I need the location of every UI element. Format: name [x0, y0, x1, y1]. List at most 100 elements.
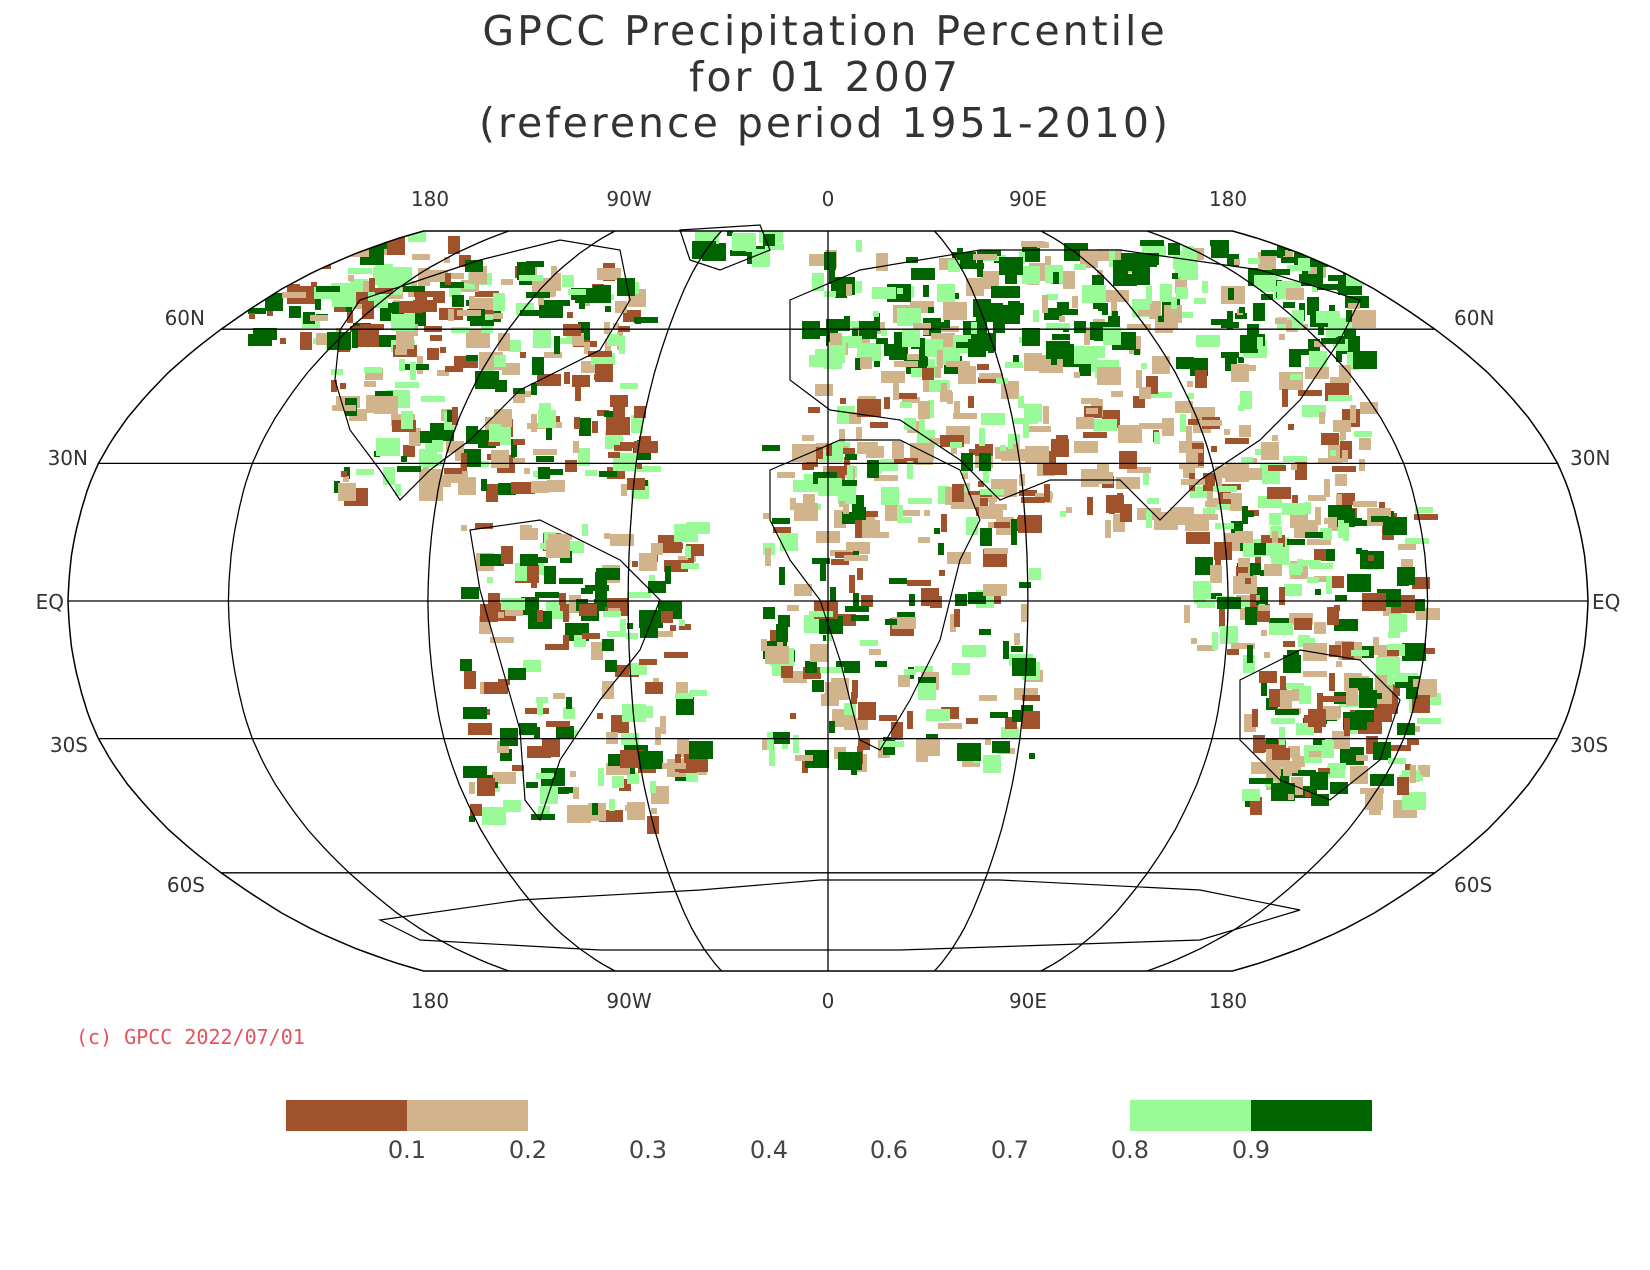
anomaly-cell [1270, 546, 1276, 558]
anomaly-cell [1060, 511, 1066, 517]
anomaly-cell [1272, 531, 1278, 543]
anomaly-cell [1350, 518, 1362, 524]
anomaly-cell [981, 413, 1005, 425]
anomaly-cell [1112, 311, 1118, 317]
anomaly-cell [535, 592, 559, 598]
anomaly-cell [566, 697, 572, 709]
anomaly-cell [1356, 548, 1362, 554]
anomaly-cell [607, 631, 625, 637]
anomaly-cell [1182, 246, 1194, 252]
anomaly-cell [679, 767, 697, 773]
anomaly-cell [921, 588, 939, 606]
anomaly-cell [1405, 538, 1429, 544]
anomaly-cell [1003, 641, 1009, 659]
anomaly-cell [1356, 755, 1368, 761]
anomaly-cell [957, 743, 981, 761]
anomaly-cell [955, 594, 967, 606]
anomaly-cell [977, 322, 983, 328]
anomaly-cell [916, 738, 940, 756]
anomaly-cell [610, 395, 628, 407]
anomaly-cell [968, 339, 986, 357]
anomaly-cell [531, 576, 537, 588]
anomaly-cell [1239, 425, 1251, 437]
anomaly-cell [978, 481, 984, 487]
anomaly-cell [860, 507, 866, 525]
anomaly-cell [1207, 486, 1213, 504]
anomaly-cell [610, 534, 634, 546]
anomaly-cell [1350, 766, 1368, 784]
anomaly-cell [559, 338, 583, 344]
anomaly-cell [928, 307, 934, 313]
anomaly-cell [1074, 372, 1080, 378]
anomaly-cell [605, 660, 617, 672]
anomaly-cell [520, 528, 538, 540]
anomaly-cell [1132, 267, 1150, 285]
anomaly-cell [546, 721, 570, 727]
anomaly-cell [911, 268, 935, 280]
anomaly-cell [639, 436, 651, 442]
anomaly-cell [638, 767, 656, 773]
anomaly-cell [1251, 458, 1257, 464]
anomaly-cell [900, 402, 912, 408]
anomaly-cell [881, 371, 905, 383]
anomaly-cell [1005, 362, 1023, 368]
anomaly-cell [1336, 350, 1342, 362]
anomaly-cell [830, 587, 836, 605]
anomaly-cell [584, 342, 590, 354]
anomaly-cell [1268, 465, 1286, 471]
anomaly-cell [1087, 497, 1093, 515]
anomaly-cell [809, 611, 833, 617]
anomaly-cell [866, 511, 878, 517]
anomaly-cell [1264, 564, 1282, 576]
anomaly-cell [338, 483, 356, 501]
anomaly-cell [575, 383, 581, 401]
anomaly-cell [1335, 595, 1347, 601]
anomaly-cell [563, 635, 569, 647]
anomaly-cell [440, 347, 446, 353]
anomaly-cell [1244, 365, 1256, 371]
legend-label: 0.8 [1111, 1136, 1149, 1164]
anomaly-cell [1205, 501, 1217, 507]
anomaly-cell [277, 250, 301, 256]
lon-label-top: 0 [822, 187, 835, 211]
anomaly-cell [513, 439, 525, 445]
anomaly-cell [1082, 285, 1106, 303]
anomaly-cell [685, 546, 691, 558]
legend-label: 0.7 [991, 1136, 1029, 1164]
anomaly-cell [992, 741, 1010, 753]
anomaly-cell [938, 543, 944, 555]
anomaly-cell [761, 639, 767, 651]
anomaly-cell [1227, 649, 1239, 655]
anomaly-cell [1353, 501, 1377, 507]
anomaly-cell [300, 332, 312, 350]
anomaly-cell [559, 578, 583, 584]
anomaly-cell [250, 295, 262, 301]
anomaly-cell [505, 610, 523, 616]
meridian-line [933, 230, 1029, 972]
anomaly-cell [573, 441, 579, 453]
anomaly-cell [364, 381, 376, 387]
anomaly-cell [1322, 244, 1340, 250]
anomaly-cell [1298, 258, 1310, 270]
anomaly-cell [1318, 458, 1342, 464]
anomaly-cell [999, 257, 1023, 275]
anomaly-cell [1162, 418, 1174, 436]
anomaly-cell [1309, 351, 1327, 369]
anomaly-cell [526, 782, 538, 788]
anomaly-cell [401, 456, 407, 462]
anomaly-cell [1260, 286, 1278, 292]
anomaly-cell [512, 765, 524, 771]
anomaly-cell [622, 704, 646, 722]
anomaly-cell [1247, 324, 1259, 342]
anomaly-cell [1327, 766, 1345, 778]
anomaly-cell [909, 594, 915, 606]
anomaly-cell [395, 484, 401, 496]
anomaly-cell [1308, 495, 1326, 501]
anomaly-cell [348, 268, 372, 274]
anomaly-cell [1272, 748, 1290, 760]
anomaly-cell [1109, 249, 1115, 267]
anomaly-cell [1324, 518, 1336, 524]
anomaly-cell [1255, 449, 1261, 455]
anomaly-cell [627, 478, 645, 490]
anomaly-cell [1013, 355, 1019, 367]
